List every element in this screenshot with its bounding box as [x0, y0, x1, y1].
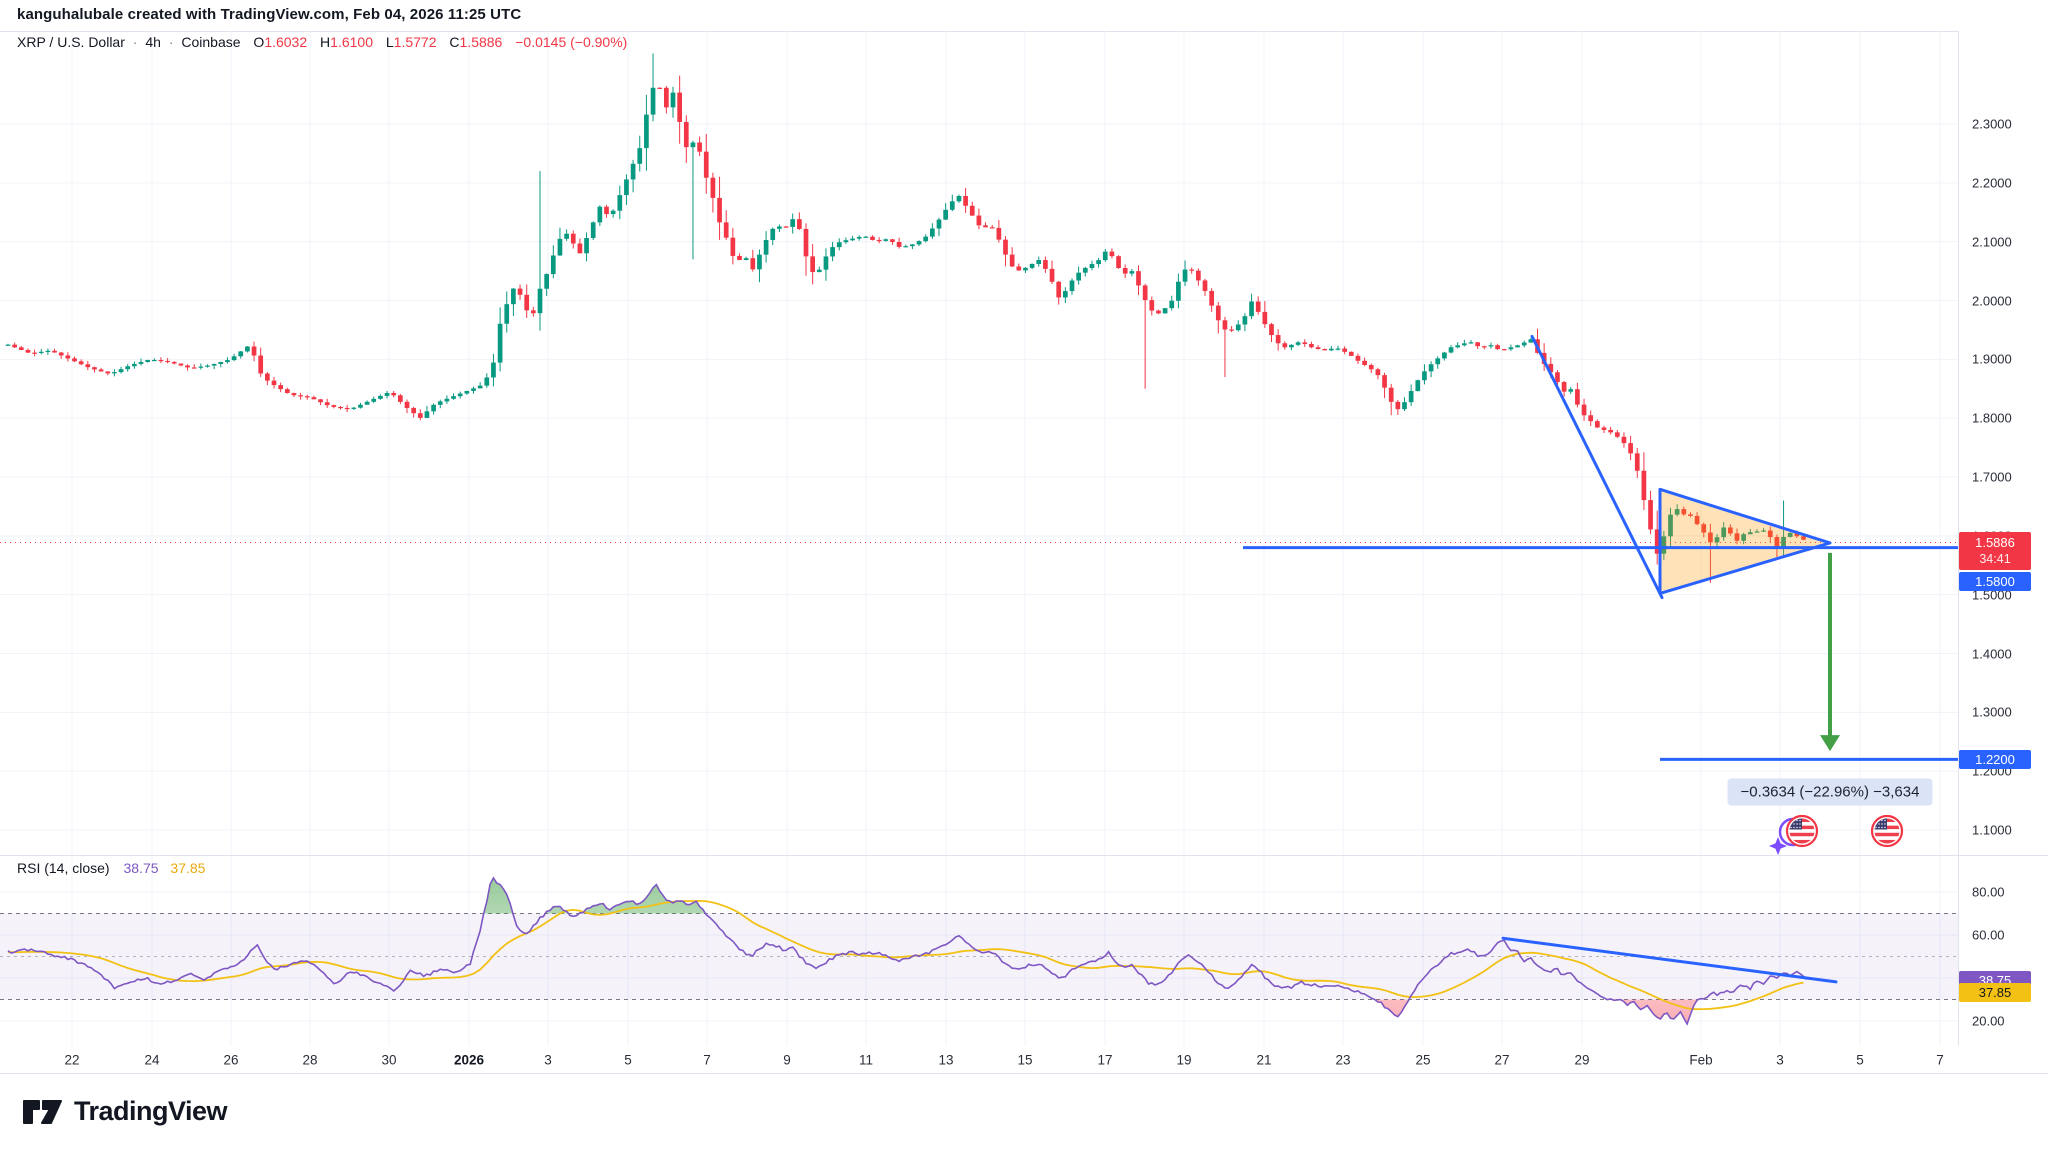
time-axis-label: 25	[1415, 1052, 1431, 1067]
time-axis-label: 3	[1776, 1052, 1784, 1067]
exchange-label: Coinbase	[181, 34, 241, 50]
time-axis-label: 27	[1494, 1052, 1510, 1067]
time-axis-label: 19	[1176, 1052, 1192, 1067]
pennant-triangle[interactable]	[1658, 487, 1832, 595]
trendline-pole[interactable]	[1530, 334, 1664, 600]
change-value: −0.0145 (−0.90%)	[515, 34, 628, 50]
attribution-text: kanguhalubale created with TradingView.c…	[17, 6, 522, 23]
time-axis-label: 3	[544, 1052, 552, 1067]
price-axis-border	[1958, 31, 1959, 1073]
time-axis-label: 28	[302, 1052, 318, 1067]
tradingview-logo: TradingView	[22, 1096, 228, 1127]
time-axis-label: 21	[1256, 1052, 1272, 1067]
us-flag-marker[interactable]	[1769, 814, 1819, 855]
low-value: 1.5772	[393, 34, 437, 50]
price-axis-label: 1.9000	[1972, 351, 2012, 367]
time-axis-label: 7	[703, 1052, 711, 1067]
rsi-legend[interactable]: RSI (14, close) 38.75 37.85	[17, 860, 205, 876]
level-price-label: 1.5800	[1959, 572, 2031, 591]
target-price-label: 1.2200	[1959, 749, 2031, 769]
time-axis-label: 2026	[453, 1052, 485, 1067]
time-axis-label: 23	[1335, 1052, 1351, 1067]
legend-separator: ·	[168, 34, 174, 50]
time-axis-label: 5	[624, 1052, 632, 1067]
price-axis-label: 1.4000	[1972, 646, 2012, 661]
open-value: 1.6032	[264, 34, 308, 50]
legend-separator: ·	[132, 34, 138, 50]
interval-label[interactable]: 4h	[145, 34, 161, 50]
price-axis-label: 2.2000	[1972, 175, 2012, 191]
symbol-legend[interactable]: XRP / U.S. Dollar · 4h · Coinbase O1.603…	[17, 34, 627, 50]
high-value: 1.6100	[330, 34, 373, 50]
time-axis-label: Feb	[1689, 1052, 1713, 1067]
measure-tool-label: −0.3634 (−22.96%) −3,634	[1727, 778, 1933, 806]
time-axis-label: 7	[1936, 1052, 1944, 1067]
price-axis-label: 2.1000	[1972, 234, 2012, 250]
time-axis[interactable]: 22 24 26 28 30 2026 3 5 7 9 11 13 15 17 19 21 23 25 27 29 Fe…	[0, 1046, 2048, 1073]
price-axis-label: 2.3000	[1972, 116, 2012, 132]
price-axis-label: 1.3000	[1972, 704, 2012, 720]
sparkle-icon	[1769, 837, 1787, 855]
last-price-value: 1.5886	[1975, 535, 2015, 550]
drawings-layer[interactable]	[1243, 334, 1958, 984]
time-axis-label: 9	[783, 1052, 791, 1067]
price-axis-label: 1.8000	[1972, 410, 2012, 426]
price-axis-label: 1.1000	[1972, 822, 2012, 838]
rsi-ma-value-label: 37.85	[1959, 983, 2031, 1003]
rsi-pane	[0, 876, 1958, 1026]
time-axis-label: 24	[144, 1052, 160, 1067]
low-label: L	[385, 34, 394, 50]
rsi-axis-label: 80.00	[1972, 884, 2005, 900]
projection-arrow-head[interactable]	[1820, 735, 1840, 752]
time-axis-label: 29	[1574, 1052, 1590, 1067]
bar-countdown: 34:41	[1979, 552, 2011, 566]
rsi-ma-line	[8, 899, 1804, 1011]
rsi-value: 38.75	[123, 860, 159, 876]
tradingview-logo-icon	[23, 1099, 62, 1124]
header-divider	[0, 31, 2048, 32]
close-value: 1.5886	[459, 34, 503, 50]
open-label: O	[253, 34, 265, 50]
time-axis-label: 17	[1097, 1052, 1113, 1067]
symbol-name[interactable]: XRP / U.S. Dollar	[17, 34, 125, 50]
rsi-trendline[interactable]	[1501, 936, 1838, 984]
us-flag-marker[interactable]	[1870, 814, 1904, 848]
high-label: H	[320, 34, 331, 50]
time-axis-label: 15	[1017, 1052, 1033, 1067]
pane-separator[interactable]	[0, 855, 2048, 856]
time-axis-label: 30	[381, 1052, 397, 1067]
time-axis-label: 13	[938, 1052, 954, 1067]
price-axis[interactable]: 2.3000 2.2000 2.1000 2.0000 1.9000 1.8000 1.70…	[1958, 31, 2048, 1073]
close-label: C	[449, 34, 460, 50]
rsi-oversold-fill	[8, 999, 1808, 1024]
rsi-line	[7, 876, 1808, 1026]
time-axis-bottom-border	[0, 1073, 2048, 1074]
candlestick-series	[5, 53, 1806, 583]
time-axis-label: 5	[1856, 1052, 1864, 1067]
time-axis-label: 22	[64, 1052, 80, 1067]
chart-canvas[interactable]	[0, 31, 1958, 1073]
rsi-axis-label: 20.00	[1972, 1013, 2005, 1029]
tradingview-logo-text: TradingView	[74, 1096, 228, 1126]
price-axis-label: 1.7000	[1972, 469, 2012, 485]
gridlines	[0, 31, 1958, 1046]
time-axis-label: 11	[858, 1052, 874, 1067]
time-axis-label: 26	[223, 1052, 239, 1067]
last-price-label: 1.5886 34:41	[1959, 532, 2031, 570]
rsi-ma-value: 37.85	[170, 860, 206, 876]
rsi-title: RSI (14, close)	[17, 860, 110, 876]
price-axis-label: 2.0000	[1972, 293, 2012, 308]
rsi-axis-label: 60.00	[1972, 927, 2005, 943]
